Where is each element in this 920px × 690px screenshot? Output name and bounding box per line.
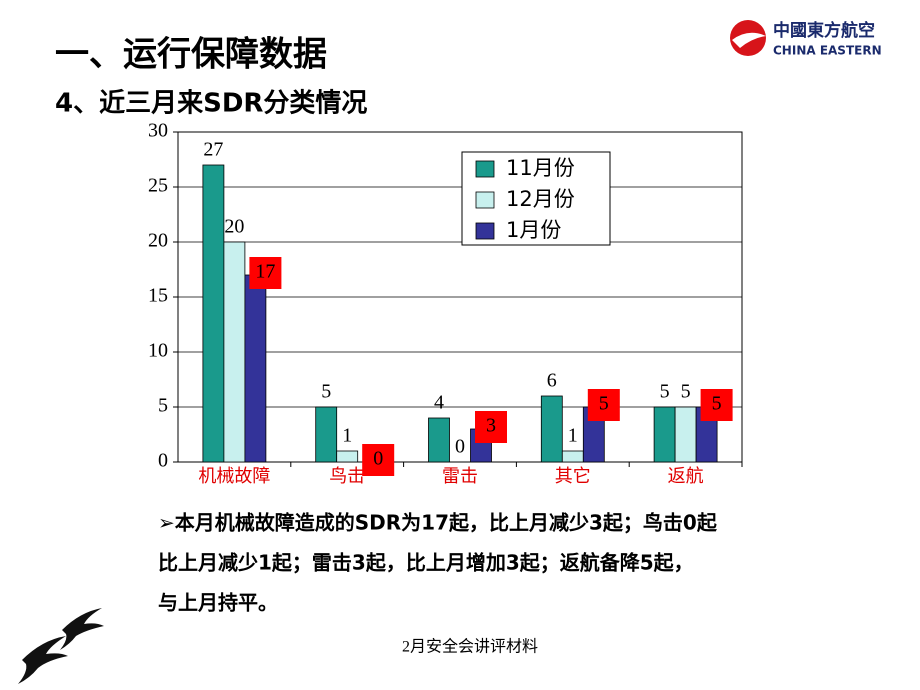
logo-en: CHINA EASTERN (773, 44, 882, 58)
note-line: 比上月减少1起；雷击3起，比上月增加3起；返航备降5起， (158, 551, 694, 575)
value-label: 17 (255, 261, 275, 283)
note: ➢本月机械故障造成的SDR为17起，比上月减少3起；鸟击0起 比上月减少1起；雷… (158, 511, 718, 615)
value-label: 5 (712, 393, 722, 415)
value-label: 27 (203, 139, 223, 161)
legend-label: 11月份 (506, 156, 575, 180)
bar (540, 395, 563, 463)
value-label-box (362, 444, 395, 476)
y-tick-label: 30 (148, 120, 168, 142)
bar (336, 450, 359, 463)
legend-swatch (475, 191, 495, 209)
value-label: 1 (568, 425, 578, 447)
value-label: 5 (599, 393, 609, 415)
value-label: 5 (681, 381, 691, 403)
value-label: 5 (321, 381, 331, 403)
y-tick-label: 20 (148, 230, 168, 252)
bar (561, 450, 584, 463)
logo: 中國東方航空 CHINA EASTERN (730, 20, 882, 58)
slide-title: 一、运行保障数据 (55, 35, 327, 75)
note-line: ➢本月机械故障造成的SDR为17起，比上月减少3起；鸟击0起 (158, 511, 718, 535)
x-tick-label: 鸟击 (329, 466, 365, 487)
y-tick-label: 0 (158, 450, 168, 472)
value-label: 0 (455, 436, 465, 458)
swallows (18, 608, 104, 684)
y-tick-label: 25 (148, 175, 168, 197)
value-label-box (249, 257, 282, 289)
footer: 2月安全会讲评材料 (402, 638, 538, 656)
bar (202, 164, 225, 463)
swallow (60, 608, 104, 650)
bar (653, 406, 676, 463)
y-tick-label: 10 (148, 340, 168, 362)
x-tick-label: 其它 (555, 466, 591, 487)
legend-label: 1月份 (506, 218, 561, 242)
x-tick-label: 机械故障 (198, 466, 270, 487)
value-label: 5 (660, 381, 670, 403)
value-label: 3 (486, 415, 496, 437)
x-tick-label: 返航 (668, 466, 704, 487)
logo-cn: 中國東方航空 (773, 20, 875, 41)
bar (428, 417, 450, 463)
x-tick-label: 雷击 (442, 466, 478, 487)
slide-subtitle: 4、近三月来SDR分类情况 (55, 89, 367, 119)
bar (223, 241, 246, 463)
value-label: 4 (434, 392, 444, 414)
bar (674, 406, 697, 463)
legend-swatch (475, 222, 495, 240)
note-line: 与上月持平。 (158, 591, 278, 615)
value-label: 20 (224, 216, 244, 238)
logo-swoosh (732, 32, 766, 48)
chart: 051015202530机械故障272017鸟击510雷击403其它615返航5… (148, 120, 743, 487)
legend-swatch (475, 160, 495, 178)
value-label-box (587, 389, 620, 421)
value-label: 0 (373, 448, 383, 470)
value-label: 6 (547, 370, 557, 392)
bar (315, 406, 338, 463)
legend-label: 12月份 (506, 187, 575, 211)
value-label: 1 (342, 425, 352, 447)
swallow (18, 636, 68, 684)
y-tick-label: 5 (158, 395, 168, 417)
bar (244, 274, 267, 463)
value-label-box (700, 389, 733, 421)
value-label-box (475, 411, 507, 443)
y-tick-label: 15 (148, 285, 168, 307)
